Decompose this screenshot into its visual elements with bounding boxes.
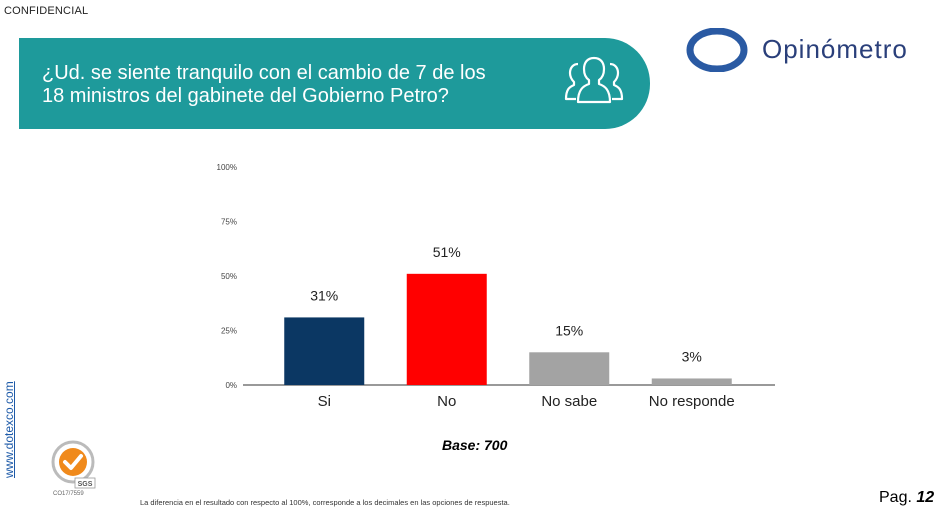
page-number: Pag. 12 <box>879 489 934 507</box>
page-number-value: 12 <box>916 489 935 506</box>
bar-chart: 0% 25% 50% 75% 100% 31% Si 51% No 15% No sabe 3% No … <box>200 150 800 430</box>
category-label: No <box>437 393 456 410</box>
svg-text:SGS: SGS <box>78 481 93 488</box>
category-label: No responde <box>649 393 735 410</box>
category-label: No sabe <box>541 393 597 410</box>
chart-svg: 0% 25% 50% 75% 100% 31% Si 51% No 15% No sabe 3% No … <box>217 163 775 410</box>
question-text: ¿Ud. se siente tranquilo con el cambio d… <box>42 62 486 107</box>
opinometro-logo: Opinómetro <box>686 26 916 74</box>
y-tick-label: 25% <box>221 327 237 336</box>
sgs-certification-icon: SGS <box>51 440 96 489</box>
logo-text: Opinómetro <box>762 34 908 64</box>
website-link[interactable]: www.dotexco.com <box>2 381 16 478</box>
y-tick-label: 0% <box>225 381 237 390</box>
y-tick-label: 100% <box>217 163 237 172</box>
certification-code: CO17/7559 <box>53 491 84 497</box>
logo-ring-icon <box>686 28 748 72</box>
people-group-icon <box>564 56 624 104</box>
base-label: Base: 700 <box>442 437 508 453</box>
question-banner: ¿Ud. se siente tranquilo con el cambio d… <box>19 38 650 129</box>
value-label: 51% <box>433 244 461 260</box>
value-label: 15% <box>555 322 583 338</box>
bar-2 <box>529 352 610 385</box>
bar-3 <box>651 378 732 385</box>
confidential-label: CONFIDENCIAL <box>4 5 89 17</box>
value-label: 31% <box>310 287 338 303</box>
page-prefix: Pag. <box>879 489 912 506</box>
value-label: 3% <box>682 348 702 364</box>
footnote: La diferencia en el resultado con respec… <box>140 498 510 507</box>
category-label: Si <box>318 393 331 410</box>
bar-0 <box>284 317 365 385</box>
y-tick-label: 50% <box>221 272 237 281</box>
bar-1 <box>406 273 487 385</box>
y-tick-label: 75% <box>221 218 237 227</box>
